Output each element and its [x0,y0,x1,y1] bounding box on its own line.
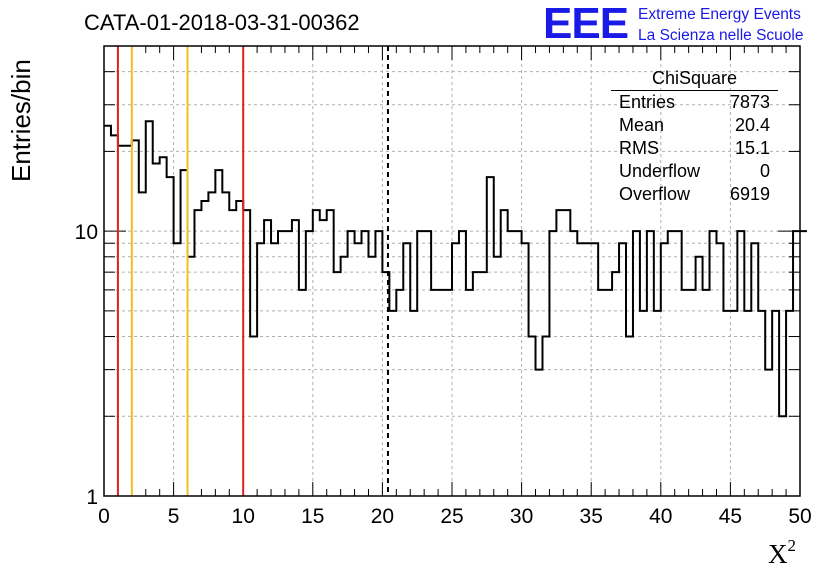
x-axis-label-base: X [768,539,788,569]
stats-label: Overflow [619,184,691,204]
stats-title: ChiSquare [611,67,778,91]
logo-line-1: Extreme Energy Events [638,6,801,23]
stats-label: RMS [619,138,659,158]
stats-value: 20.4 [734,115,770,135]
eee-logo-mark: EEE [543,0,629,48]
stats-row-underflow: Underflow 0 [611,160,778,183]
logo-line-2: La Scienza nelle Scuole [638,27,804,44]
y-tick-label: 1 [86,486,98,509]
y-tick-label: 10 [75,221,98,244]
eee-logo: EEE Extreme Energy Events La Scienza nel… [543,2,804,46]
stats-row-entries: Entries 7873 [611,91,778,114]
stats-value: 7873 [729,92,770,112]
x-tick-label: 50 [788,505,811,528]
x-tick-label: 45 [719,505,742,528]
x-tick-label: 15 [301,505,324,528]
stats-row-rms: RMS 15.1 [611,137,778,160]
x-tick-label: 40 [649,505,672,528]
eee-logo-text: Extreme Energy Events La Scienza nelle S… [638,4,803,46]
stats-value: 6919 [729,184,770,204]
stats-row-mean: Mean 20.4 [611,114,778,137]
x-tick-label: 20 [371,505,394,528]
stats-row-overflow: Overflow 6919 [611,183,778,206]
chart-title: CATA-01-2018-03-31-00362 [84,10,360,35]
x-tick-label: 10 [232,505,255,528]
plot-frame [103,45,801,497]
stats-box: ChiSquare Entries 7873 Mean 20.4 RMS 15.1 U… [611,67,778,206]
x-tick-label: 25 [440,505,463,528]
x-tick-label: 5 [168,505,180,528]
stats-value: 15.1 [734,138,770,158]
x-tick-label: 35 [580,505,603,528]
stats-label: Mean [619,115,665,135]
stats-value: 0 [759,161,770,181]
y-axis-label: Entries/bin [6,59,36,182]
stats-label: Underflow [619,161,701,181]
x-tick-label: 30 [510,505,533,528]
stats-label: Entries [619,92,676,112]
x-tick-label: 0 [98,505,110,528]
x-axis-label: X2 [768,536,796,570]
histogram-series [104,120,807,418]
x-axis-label-sup: 2 [787,536,797,555]
